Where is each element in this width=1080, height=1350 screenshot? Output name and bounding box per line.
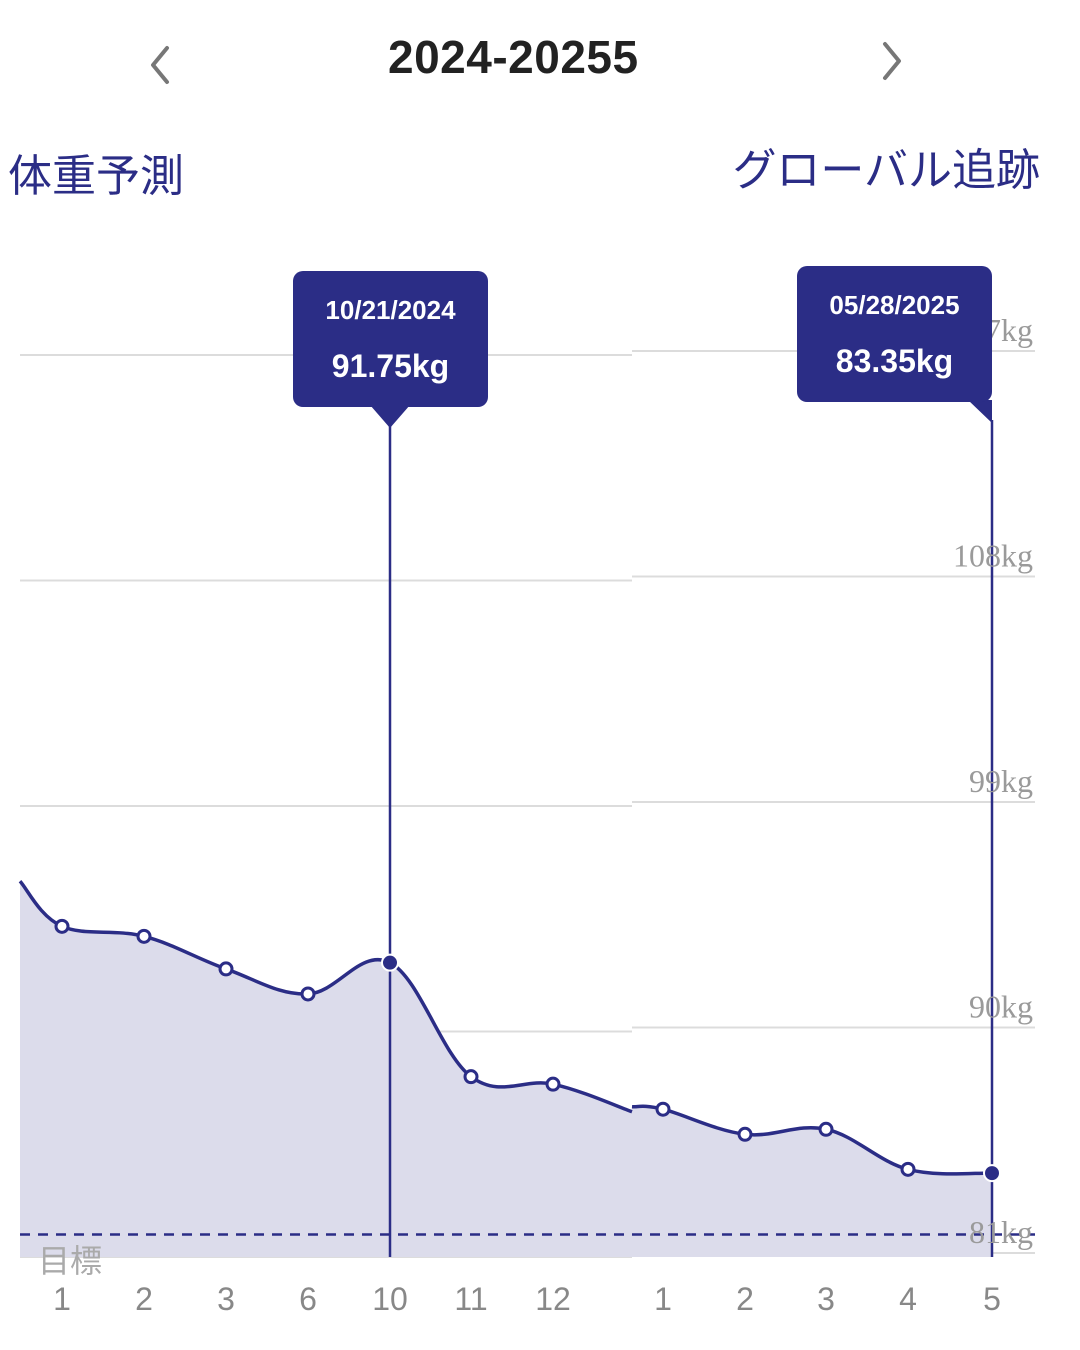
data-point-left bbox=[218, 961, 234, 977]
tooltip-right: 05/28/2025 83.35kg bbox=[797, 266, 992, 402]
y-tick-label: 90kg bbox=[969, 989, 1033, 1025]
x-tick-label-right: 4 bbox=[899, 1281, 917, 1317]
highlight-point-right bbox=[983, 1164, 1001, 1183]
y-tick-label: 99kg bbox=[969, 763, 1033, 799]
y-tick-label: 108kg bbox=[953, 538, 1033, 574]
x-tick-label-left: 3 bbox=[217, 1281, 235, 1317]
y-tick-label: 81kg bbox=[969, 1214, 1033, 1250]
data-point-left bbox=[463, 1069, 479, 1085]
series-line-left bbox=[18, 880, 633, 1114]
x-tick-label-left: 12 bbox=[535, 1281, 571, 1317]
area-fill-left bbox=[20, 881, 632, 1257]
x-tick-label-left: 1 bbox=[53, 1281, 71, 1317]
data-point-right bbox=[900, 1161, 916, 1177]
tooltip-right-value: 83.35kg bbox=[835, 343, 954, 379]
x-tick-label-right: 3 bbox=[817, 1281, 835, 1317]
x-tick-label-left: 6 bbox=[299, 1281, 317, 1317]
x-tick-label-right: 1 bbox=[654, 1281, 672, 1317]
tooltip-left-value: 91.75kg bbox=[331, 348, 450, 384]
x-tick-label-right: 2 bbox=[736, 1281, 754, 1317]
tooltip-pointer-left bbox=[370, 405, 410, 428]
previous-period-button[interactable] bbox=[130, 30, 190, 100]
tooltip-pointer-right bbox=[968, 400, 992, 423]
x-tick-label-right: 5 bbox=[983, 1281, 1001, 1317]
chevron-right-icon bbox=[883, 42, 901, 80]
data-point-left bbox=[300, 986, 316, 1002]
data-point-left bbox=[545, 1076, 561, 1092]
data-point-left bbox=[136, 928, 152, 944]
x-axis-tick-labels: 1 2 3 6 10 11 12 1 2 3 4 5 bbox=[53, 1281, 1001, 1317]
data-point-right bbox=[818, 1121, 834, 1137]
tooltip-left-date: 10/21/2024 bbox=[325, 295, 456, 325]
data-point-right bbox=[655, 1101, 671, 1117]
next-period-button[interactable] bbox=[862, 26, 922, 96]
data-point-right bbox=[737, 1126, 753, 1142]
chevron-left-icon bbox=[151, 46, 169, 84]
area-fills bbox=[20, 881, 992, 1257]
weight-forecast-title: 体重予測 bbox=[8, 151, 184, 202]
x-tick-label-left: 10 bbox=[372, 1281, 408, 1317]
crosshair-lines bbox=[370, 400, 994, 1257]
tooltip-left: 10/21/2024 91.75kg bbox=[293, 271, 488, 407]
data-point-left bbox=[54, 918, 70, 934]
global-tracking-title: グローバル追跡 bbox=[732, 145, 1040, 196]
year-range-title: 2024-20255 bbox=[388, 31, 639, 83]
tooltip-right-date: 05/28/2025 bbox=[829, 290, 960, 320]
x-tick-label-left: 2 bbox=[135, 1281, 153, 1317]
area-fill-right bbox=[632, 1106, 992, 1257]
data-point-markers bbox=[54, 918, 1001, 1183]
x-tick-label-left: 11 bbox=[454, 1281, 487, 1317]
goal-label: 目標 bbox=[38, 1242, 102, 1280]
highlight-point-left bbox=[381, 953, 399, 972]
